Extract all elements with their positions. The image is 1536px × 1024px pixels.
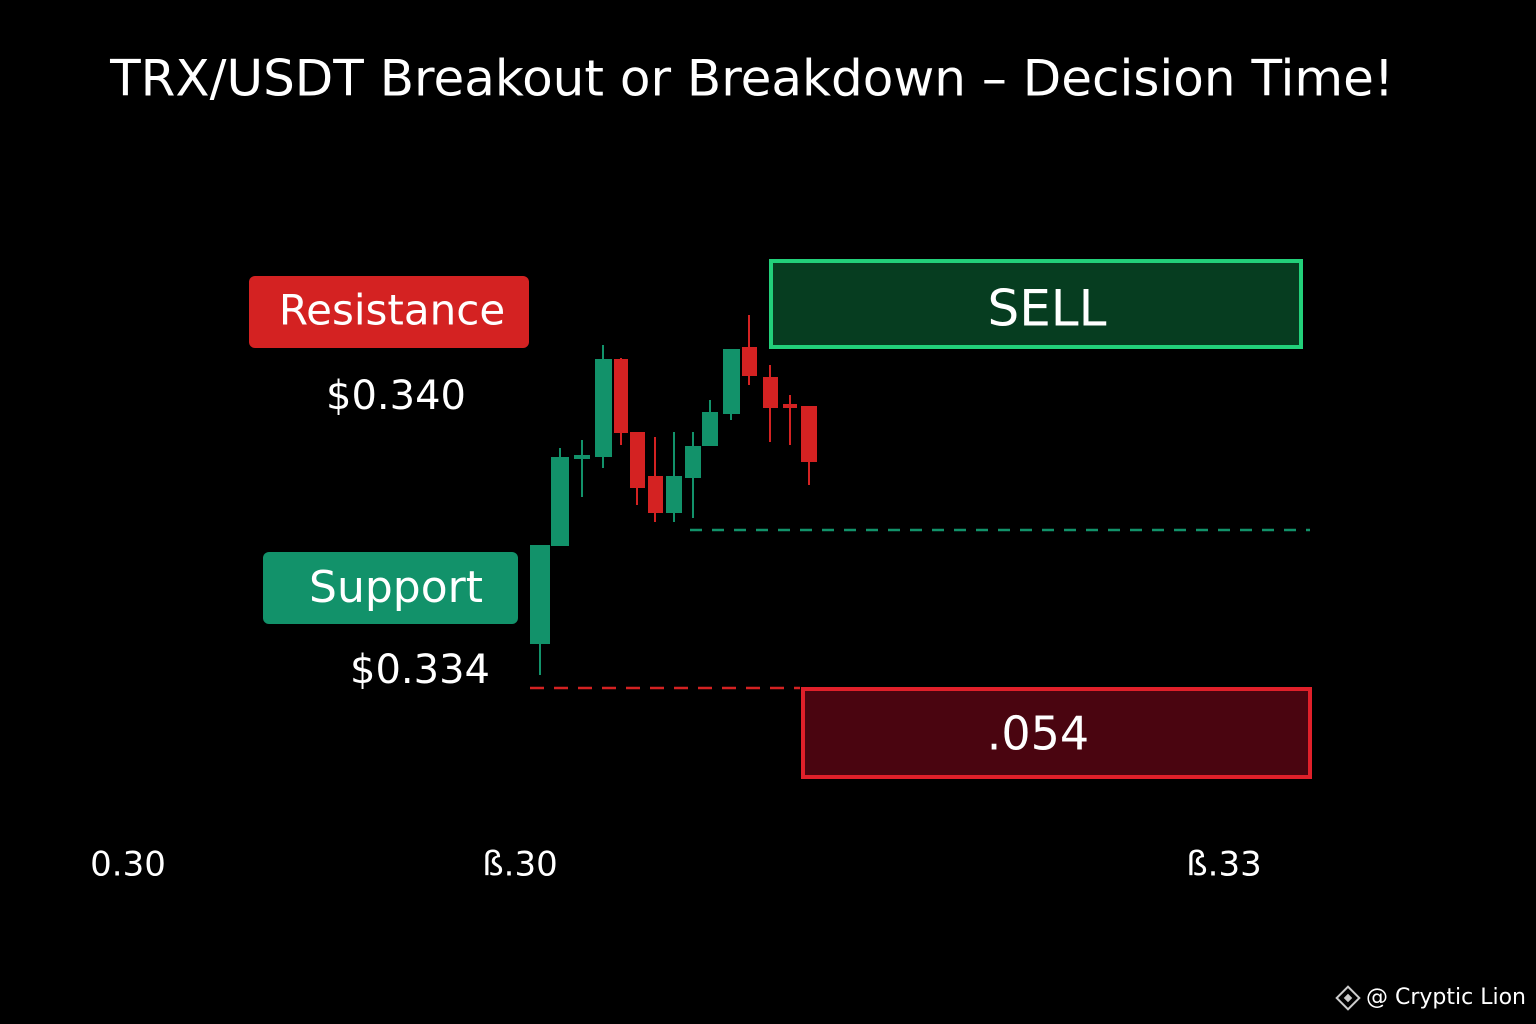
support-price: $0.334 [350,647,490,693]
resistance-price: $0.340 [326,373,466,419]
axis-label: ß.30 [482,845,558,885]
red-box [801,687,1312,779]
red-box-label: .054 [987,707,1089,761]
candles [530,315,817,675]
title: TRX/USDT Breakout or Breakdown – Decisio… [109,50,1394,108]
support-badge [263,552,518,624]
axis-label: 0.30 [90,845,166,885]
sell-label: SELL [987,280,1106,338]
sell-box [769,259,1303,349]
resistance-label: Resistance [279,286,505,335]
watermark: @ Cryptic Lion [1366,985,1526,1010]
axis-label: ß.33 [1186,845,1262,885]
support-label: Support [309,562,483,613]
resistance-badge [249,276,529,348]
